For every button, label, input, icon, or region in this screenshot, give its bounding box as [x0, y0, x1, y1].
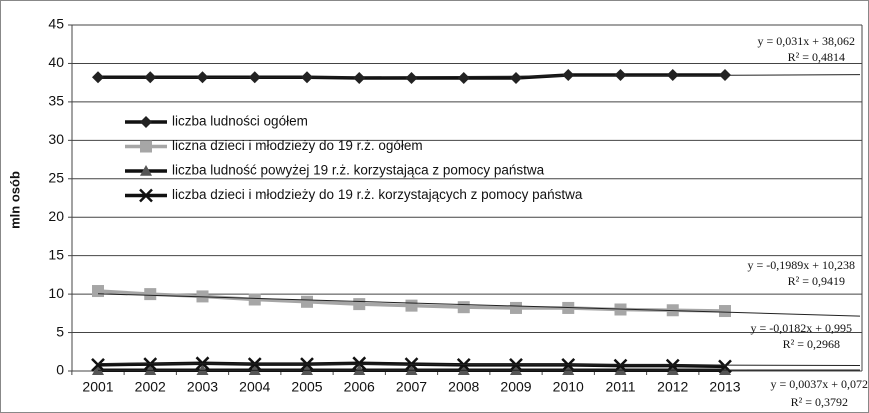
y-tick-label: 30 — [48, 131, 64, 147]
trend-r2: R² = 0,3792 — [791, 395, 848, 409]
marker — [510, 301, 522, 314]
marker — [140, 165, 152, 176]
y-tick-label: 25 — [48, 169, 64, 185]
marker — [666, 68, 679, 81]
x-tick-label: 2001 — [82, 379, 113, 395]
trend-r2: R² = 0,2968 — [783, 337, 840, 351]
marker — [144, 364, 157, 376]
x-tick-label: 2003 — [187, 379, 218, 395]
trend-equation: y = 0,031x + 38,062 — [757, 34, 855, 48]
x-tick-label: 2013 — [709, 379, 740, 395]
marker — [92, 285, 104, 298]
marker — [510, 364, 522, 376]
x-tick-label: 2005 — [291, 379, 322, 395]
y-tick-label: 5 — [56, 323, 64, 339]
marker — [144, 71, 157, 84]
legend-label: liczna dzieci i młodzieży do 19 r.ż. ogó… — [172, 138, 423, 153]
marker — [614, 364, 627, 376]
marker — [301, 295, 313, 308]
marker — [144, 288, 157, 301]
marker — [614, 68, 627, 81]
marker — [140, 140, 152, 153]
marker — [196, 364, 209, 376]
x-tick-label: 2012 — [657, 379, 688, 395]
x-tick-label: 2006 — [344, 379, 375, 395]
y-tick-label: 10 — [48, 285, 64, 301]
marker — [92, 71, 104, 84]
trend-equation: y = -0,1989x + 10,238 — [747, 258, 855, 272]
x-tick-label: 2009 — [500, 379, 531, 395]
y-axis-label: mln osób — [7, 171, 22, 229]
x-tick-label: 2010 — [553, 379, 584, 395]
trendline — [97, 74, 861, 79]
marker — [457, 72, 470, 85]
marker — [405, 72, 418, 85]
legend-label: liczba ludności ogółem — [172, 114, 308, 129]
marker — [248, 364, 261, 376]
marker — [248, 293, 261, 306]
y-tick-label: 35 — [48, 93, 64, 109]
trendline — [97, 362, 861, 367]
marker — [91, 357, 105, 372]
marker — [613, 358, 628, 373]
marker — [92, 364, 104, 376]
marker — [353, 364, 366, 376]
x-tick-label: 2007 — [396, 379, 427, 395]
x-tick-label: 2008 — [448, 379, 479, 395]
x-tick-label: 2002 — [135, 379, 166, 395]
trend-r2: R² = 0,9419 — [788, 274, 845, 288]
y-tick-label: 45 — [48, 16, 64, 32]
legend-label: liczba ludność powyżej 19 r.ż. korzystaj… — [172, 163, 545, 178]
marker — [139, 188, 153, 203]
marker — [510, 72, 522, 85]
x-tick-label: 2011 — [605, 379, 635, 395]
trend-r2: R² = 0,4814 — [788, 50, 845, 64]
y-tick-label: 0 — [56, 362, 64, 378]
y-tick-label: 20 — [48, 208, 64, 224]
legend-label: liczba dzieci i młodzieży do 19 r.ż. kor… — [172, 187, 583, 202]
marker — [140, 116, 152, 128]
x-tick-label: 2004 — [239, 379, 270, 395]
marker — [301, 364, 313, 376]
marker — [405, 299, 418, 312]
trend-equation: y = -0,0182x + 0,995 — [750, 321, 852, 335]
marker — [405, 364, 418, 376]
marker — [457, 364, 470, 376]
marker — [719, 305, 731, 318]
trendline — [97, 293, 861, 317]
marker — [353, 72, 366, 85]
marker — [352, 356, 367, 371]
marker — [457, 301, 470, 314]
marker — [562, 68, 575, 81]
y-tick-label: 40 — [48, 54, 64, 70]
y-tick-label: 15 — [48, 246, 64, 262]
marker — [353, 298, 366, 311]
marker — [562, 364, 575, 376]
trend-equation: y = 0,0037x + 0,072 — [770, 377, 868, 391]
